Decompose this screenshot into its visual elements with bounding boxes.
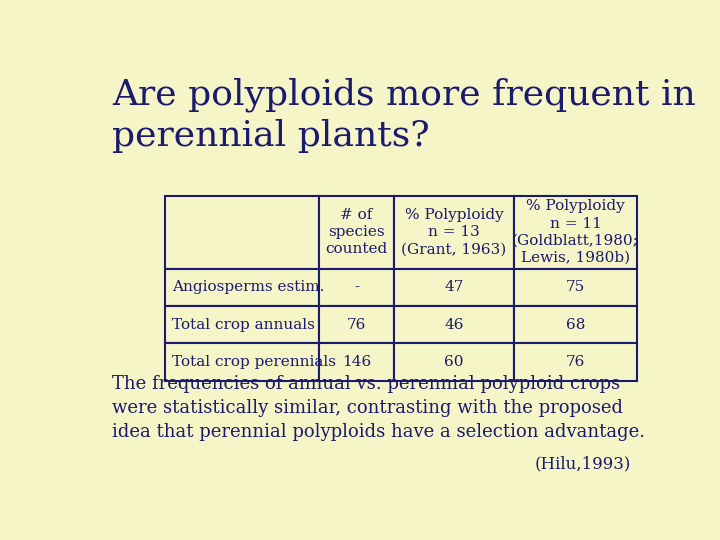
- Text: 47: 47: [444, 280, 464, 294]
- Text: Are polyploids more frequent in
perennial plants?: Are polyploids more frequent in perennia…: [112, 77, 696, 152]
- Text: 68: 68: [566, 318, 585, 332]
- Text: # of
species
counted: # of species counted: [325, 208, 387, 256]
- Text: The frequencies of annual vs. perennial polyploid crops
were statistically simil: The frequencies of annual vs. perennial …: [112, 375, 645, 441]
- Bar: [319, 196, 394, 268]
- Bar: [319, 306, 394, 343]
- Text: 76: 76: [566, 355, 585, 369]
- Text: 76: 76: [347, 318, 366, 332]
- Bar: [166, 306, 319, 343]
- Bar: [514, 306, 636, 343]
- Text: Angiosperms estim.: Angiosperms estim.: [172, 280, 325, 294]
- Bar: [166, 343, 319, 381]
- Text: -: -: [354, 280, 359, 294]
- Text: (Hilu,1993): (Hilu,1993): [535, 455, 631, 472]
- Text: % Polyploidy
n = 13
(Grant, 1963): % Polyploidy n = 13 (Grant, 1963): [402, 208, 507, 256]
- Text: Total crop annuals: Total crop annuals: [172, 318, 315, 332]
- Bar: [319, 343, 394, 381]
- Bar: [166, 196, 319, 268]
- Text: 46: 46: [444, 318, 464, 332]
- Bar: [394, 196, 514, 268]
- Text: Total crop perennials: Total crop perennials: [172, 355, 336, 369]
- Bar: [166, 268, 319, 306]
- Text: 75: 75: [566, 280, 585, 294]
- Bar: [394, 343, 514, 381]
- Bar: [394, 268, 514, 306]
- Text: % Polyploidy
n = 11
(Goldblatt,1980;
Lewis, 1980b): % Polyploidy n = 11 (Goldblatt,1980; Lew…: [512, 199, 639, 265]
- Bar: [514, 268, 636, 306]
- Bar: [394, 306, 514, 343]
- Text: 60: 60: [444, 355, 464, 369]
- Bar: [514, 343, 636, 381]
- Text: 146: 146: [342, 355, 371, 369]
- Bar: [514, 196, 636, 268]
- Bar: [319, 268, 394, 306]
